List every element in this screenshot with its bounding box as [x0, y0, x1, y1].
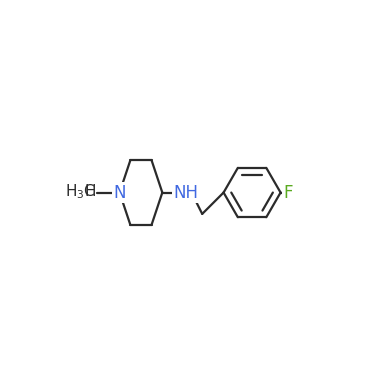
Text: H$_3$C: H$_3$C — [65, 183, 96, 201]
Text: H: H — [84, 185, 96, 199]
Text: F: F — [284, 184, 293, 202]
Text: N: N — [113, 184, 126, 202]
Text: NH: NH — [173, 184, 198, 202]
